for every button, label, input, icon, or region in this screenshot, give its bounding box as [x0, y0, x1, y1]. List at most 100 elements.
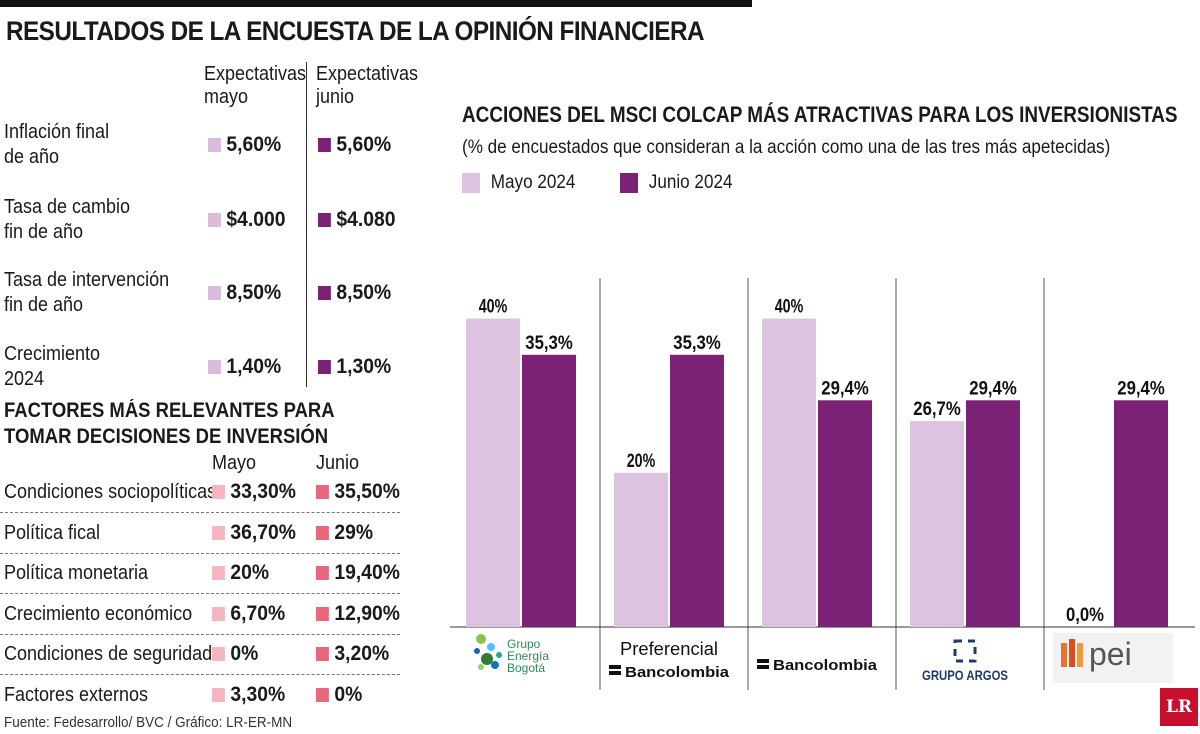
- factor-label: Crecimiento económico: [4, 602, 193, 625]
- source-note: Fuente: Fedesarrollo/ BVC / Gráfico: LR-…: [4, 714, 293, 731]
- logo-text: Energía: [507, 649, 549, 663]
- logo-dot: [481, 653, 493, 665]
- swatch-jun: [316, 606, 329, 621]
- legend-may: Mayo 2024: [462, 172, 575, 194]
- swatch-jun: [318, 360, 331, 374]
- swatch-jun: [316, 687, 329, 702]
- data-label: 20%: [627, 451, 656, 472]
- swatch-jun: [316, 647, 329, 661]
- expectation-label: Tasa de cambio fin de año: [4, 196, 131, 243]
- swatch-jun: [318, 138, 331, 152]
- expectation-value-may: 8,50%: [208, 280, 281, 306]
- row-divider: [0, 633, 400, 635]
- factor-value-may: 20%: [212, 560, 269, 586]
- bar-jun: [818, 400, 872, 627]
- logo-dot: [476, 634, 486, 644]
- factor-label: Política monetaria: [4, 562, 149, 584]
- expectation-value-jun: $4.080: [318, 207, 395, 233]
- factor-label: Condiciones sociopolíticas: [4, 481, 217, 503]
- row-divider: [0, 512, 400, 514]
- logo-dot: [496, 652, 502, 658]
- logo-mark: [1069, 639, 1075, 667]
- bar-jun: [670, 354, 724, 627]
- expectations-header-may: Expectativas mayo: [204, 63, 307, 108]
- factor-value-jun: 29%: [316, 520, 373, 546]
- legend-swatch-jun: [620, 173, 638, 193]
- bar-may: [762, 318, 816, 627]
- factor-value-jun: 0%: [316, 682, 362, 708]
- logo-dot: [491, 661, 499, 669]
- data-label: 29,4%: [1117, 378, 1165, 399]
- legend-label-may: Mayo 2024: [490, 172, 576, 193]
- factors-header-jun: Junio: [316, 452, 360, 474]
- top-rule: [0, 0, 752, 7]
- factor-label: Condiciones de seguridad: [4, 643, 213, 665]
- swatch-may: [212, 525, 225, 540]
- expectations-divider: [306, 62, 307, 387]
- swatch-may: [212, 606, 225, 621]
- swatch-may: [212, 485, 225, 499]
- logo-mark: [757, 665, 769, 669]
- factor-label: Política fical: [4, 521, 101, 544]
- logo-mark: [757, 659, 769, 663]
- factor-value-jun: 19,40%: [316, 560, 400, 586]
- expectation-label: Crecimiento 2024: [4, 343, 101, 390]
- expectation-value-may: 1,40%: [208, 354, 281, 380]
- swatch-may: [208, 138, 221, 152]
- logo-dot: [474, 648, 480, 654]
- swatch-jun: [316, 485, 329, 499]
- swatch-jun: [318, 213, 331, 227]
- logo-text: Bogotá: [507, 661, 545, 675]
- expectation-value-jun: 1,30%: [318, 354, 391, 380]
- logo-mark: [609, 671, 621, 675]
- expectation-label: Tasa de intervención fin de año: [4, 269, 170, 316]
- swatch-may: [212, 647, 225, 661]
- logo-dot: [478, 664, 484, 670]
- legend-jun: Junio 2024: [620, 172, 732, 194]
- logo-text: Preferencial: [620, 639, 718, 659]
- swatch-jun: [316, 566, 329, 580]
- factor-label: Factores externos: [4, 683, 149, 706]
- factor-value-jun: 35,50%: [316, 479, 400, 505]
- logo-mark: [1061, 643, 1067, 667]
- swatch-may: [208, 286, 221, 300]
- logo-text: pei: [1089, 636, 1132, 672]
- row-divider: [0, 674, 400, 676]
- data-label: 35,3%: [673, 333, 721, 354]
- data-label: 40%: [775, 297, 804, 318]
- data-label: 35,3%: [525, 333, 573, 354]
- bar-jun: [966, 400, 1020, 627]
- swatch-may: [208, 360, 221, 374]
- logo-text: Grupo: [507, 637, 541, 651]
- factor-value-may: 3,30%: [212, 682, 285, 708]
- swatch-jun: [316, 525, 329, 540]
- legend-swatch-may: [462, 173, 480, 193]
- swatch-may: [208, 213, 221, 227]
- logo-mark: [609, 665, 621, 669]
- factor-value-may: 0%: [212, 641, 258, 667]
- page-title: RESULTADOS DE LA ENCUESTA DE LA OPINIÓN …: [6, 16, 705, 46]
- data-label: 40%: [479, 297, 508, 318]
- factor-value-jun: 12,90%: [316, 601, 400, 627]
- bar-jun: [522, 354, 576, 627]
- lr-logo: LR: [1160, 688, 1198, 726]
- logo-text: Bancolombia: [773, 657, 878, 674]
- swatch-may: [212, 687, 225, 702]
- expectation-value-may: $4.000: [208, 207, 285, 233]
- row-divider: [0, 593, 400, 595]
- logo-mark: [953, 639, 977, 663]
- expectation-value-jun: 5,60%: [318, 132, 391, 158]
- expectation-value-may: 5,60%: [208, 132, 281, 158]
- logo-dot: [487, 643, 495, 651]
- bar-may: [614, 472, 668, 627]
- legend-label-jun: Junio 2024: [648, 172, 733, 193]
- data-label: 0,0%: [1066, 605, 1104, 626]
- expectation-label: Inflación final de año: [4, 121, 110, 168]
- factor-value-may: 6,70%: [212, 601, 285, 627]
- factors-title: FACTORES MÁS RELEVANTES PARA TOMAR DECISI…: [4, 399, 335, 448]
- expectation-value-jun: 8,50%: [318, 280, 391, 306]
- factor-value-may: 33,30%: [212, 479, 296, 505]
- data-label: 29,4%: [969, 378, 1017, 399]
- expectations-header-jun: Expectativas junio: [316, 63, 419, 108]
- swatch-may: [212, 566, 225, 580]
